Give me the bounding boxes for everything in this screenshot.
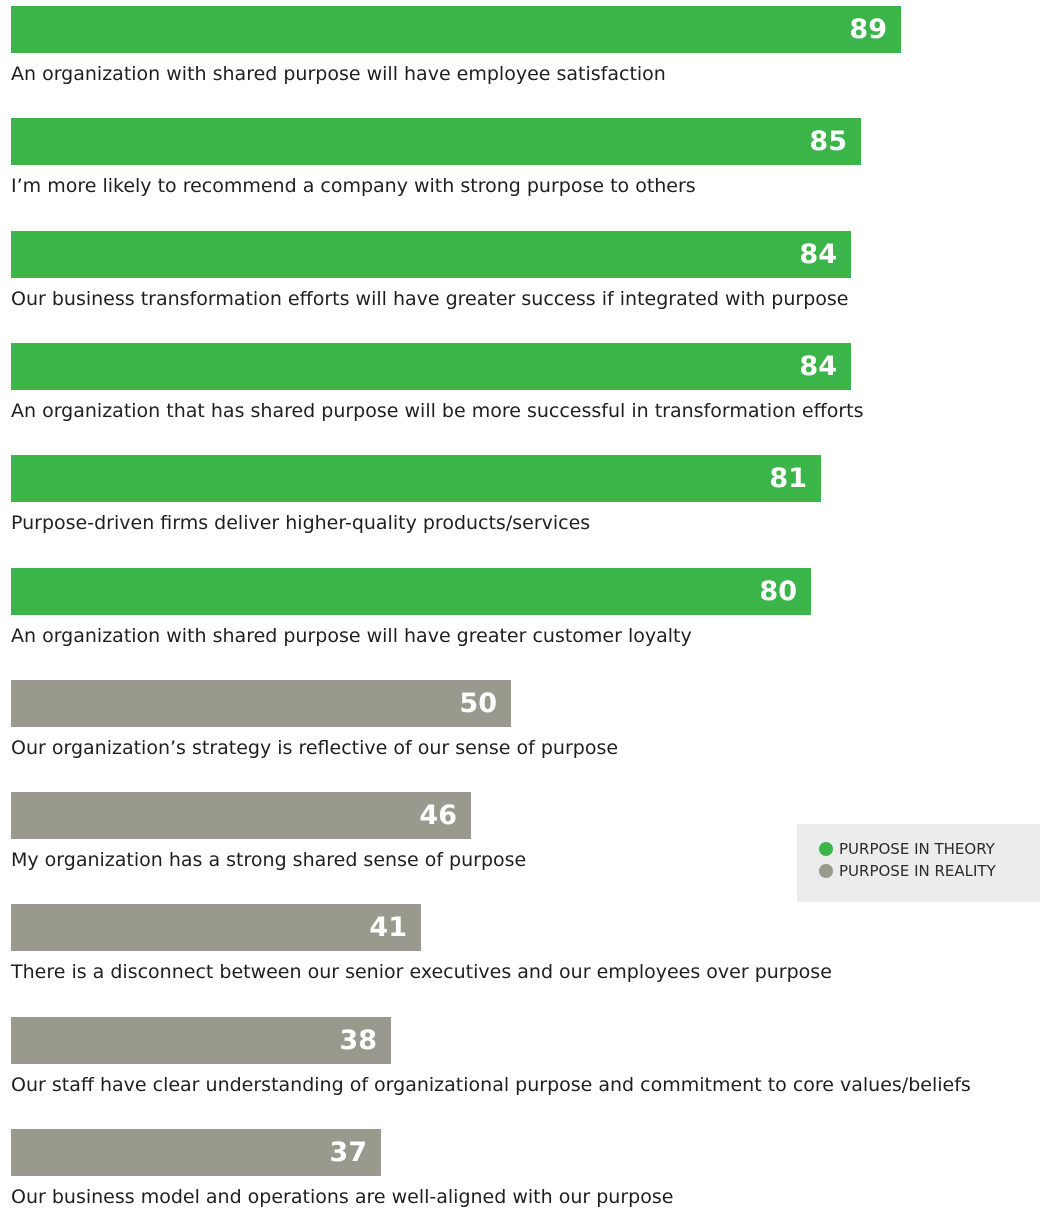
bar [11, 792, 471, 840]
bar-category-label: Our organization’s strategy is reflectiv… [11, 736, 619, 759]
bar [11, 1129, 381, 1176]
bar-value-label: 84 [799, 238, 837, 270]
bar-value-label: 46 [419, 800, 457, 832]
legend-item-reality: PURPOSE IN REALITY [819, 860, 1040, 882]
legend-item-theory: PURPOSE IN THEORY [819, 838, 1040, 860]
bar [11, 230, 851, 278]
bar-value-label: 50 [459, 687, 497, 719]
bar [11, 679, 511, 727]
bar [11, 342, 851, 390]
legend: PURPOSE IN THEORY PURPOSE IN REALITY [797, 824, 1040, 902]
bar [11, 904, 421, 952]
bar-value-label: 38 [339, 1024, 377, 1056]
legend-swatch-theory [819, 842, 833, 856]
bar-category-label: An organization that has shared purpose … [11, 399, 864, 422]
bar-value-label: 37 [329, 1137, 367, 1168]
bar [11, 118, 861, 166]
bar-value-label: 84 [799, 350, 837, 382]
bar-category-label: An organization with shared purpose will… [11, 63, 666, 85]
bar [11, 6, 901, 53]
bar-category-label: An organization with shared purpose will… [11, 624, 692, 647]
bar-value-label: 89 [849, 14, 887, 45]
bar-value-label: 81 [769, 463, 807, 495]
bar-category-label: I’m more likely to recommend a company w… [11, 175, 696, 198]
bar [11, 1016, 391, 1064]
bar-category-label: Our business transformation efforts will… [11, 287, 849, 310]
bar [11, 455, 821, 503]
bar-category-label: Our business model and operations are we… [11, 1186, 674, 1208]
bar-value-label: 41 [369, 912, 407, 944]
legend-label-theory: PURPOSE IN THEORY [839, 840, 995, 858]
bar [11, 567, 811, 615]
bar-category-label: Purpose-driven firms deliver higher-qual… [11, 512, 591, 535]
bar-value-label: 80 [759, 575, 797, 607]
bar-category-label: Our staff have clear understanding of or… [11, 1073, 971, 1096]
legend-swatch-reality [819, 864, 833, 878]
bar-value-label: 85 [809, 126, 847, 158]
legend-label-reality: PURPOSE IN REALITY [839, 862, 996, 880]
bar-category-label: There is a disconnect between our senior… [11, 961, 832, 984]
bar-category-label: My organization has a strong shared sens… [11, 849, 527, 872]
